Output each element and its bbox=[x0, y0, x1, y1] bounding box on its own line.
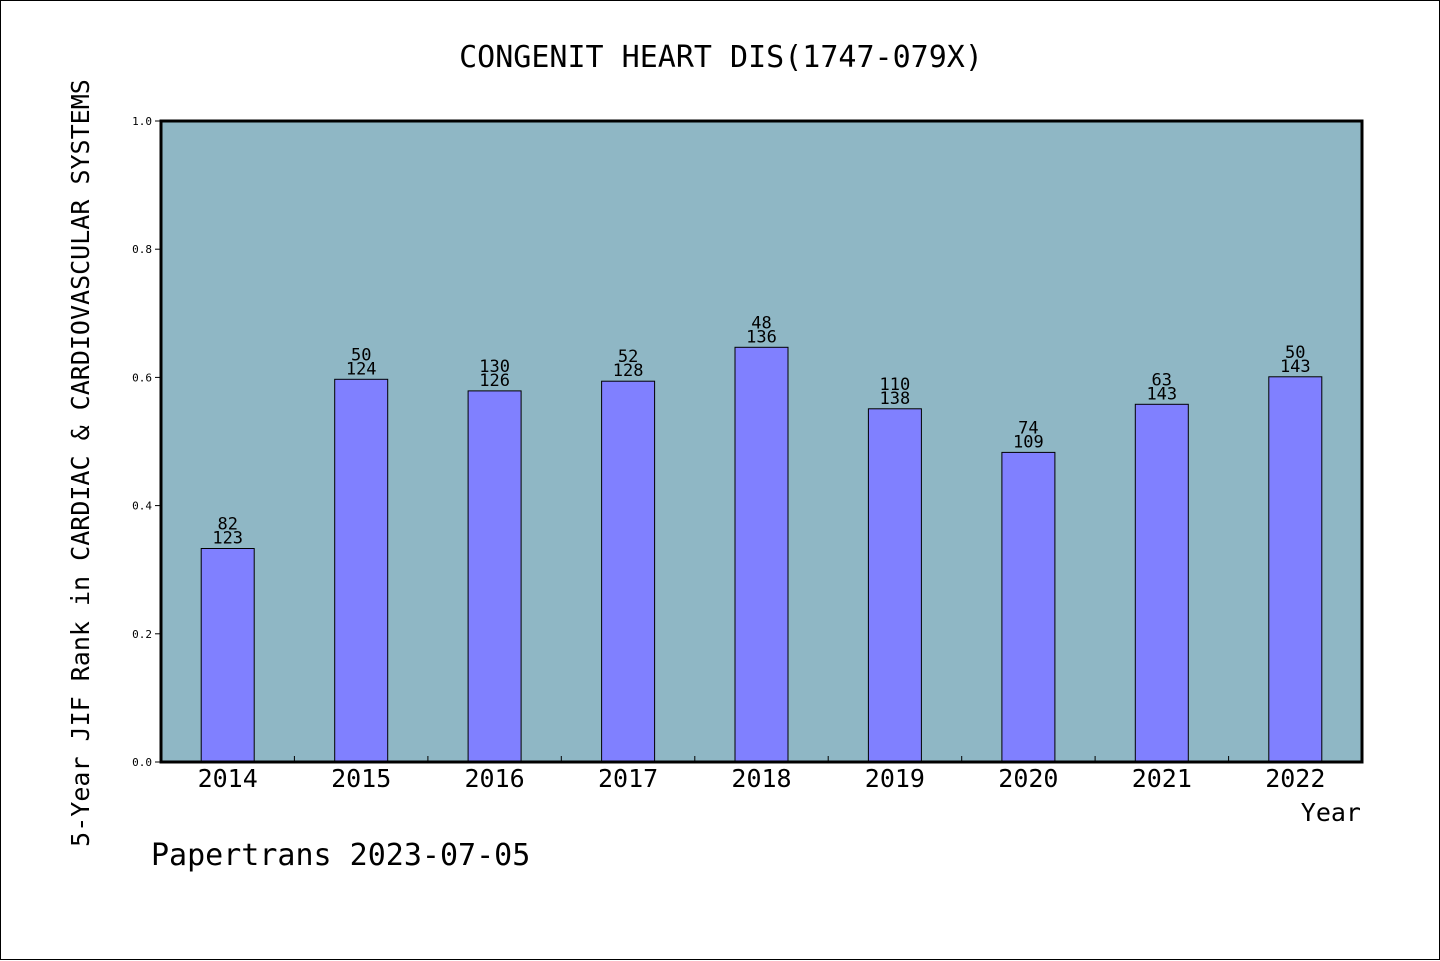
chart-title: CONGENIT HEART DIS(1747-079X) bbox=[459, 40, 983, 75]
x-tick-label-2020: 2020 bbox=[998, 764, 1058, 793]
bar-2022 bbox=[1268, 376, 1323, 763]
bar-2020 bbox=[1001, 451, 1056, 763]
bar-2014 bbox=[200, 548, 255, 763]
bar-2015 bbox=[334, 378, 389, 763]
x-tick-label-2021: 2021 bbox=[1132, 764, 1192, 793]
data-label-bottom-2019: 138 bbox=[880, 389, 911, 409]
x-tick-label-2018: 2018 bbox=[731, 764, 791, 793]
bar-2018 bbox=[734, 346, 789, 763]
data-label-top-2018: 48 bbox=[751, 313, 771, 333]
data-label-top-2022: 50 bbox=[1285, 343, 1305, 363]
data-label-top-2015: 50 bbox=[351, 345, 371, 365]
y-tick-label: 1.0 bbox=[132, 115, 152, 128]
data-label-bottom-2015: 124 bbox=[346, 359, 377, 379]
bar-2016 bbox=[467, 390, 522, 763]
data-label-bottom-2016: 126 bbox=[479, 371, 510, 391]
data-label-top-2014: 82 bbox=[217, 515, 237, 535]
x-tick-label-2017: 2017 bbox=[598, 764, 658, 793]
bar-2019 bbox=[867, 408, 922, 763]
data-label-top-2017: 52 bbox=[618, 347, 638, 367]
data-label-bottom-2022: 143 bbox=[1280, 357, 1311, 377]
data-label-top-2020: 74 bbox=[1018, 418, 1038, 438]
x-tick-label-2014: 2014 bbox=[198, 764, 258, 793]
x-tick-label-2019: 2019 bbox=[865, 764, 925, 793]
data-label-bottom-2017: 128 bbox=[613, 361, 644, 381]
x-axis: 2014 2015 2016 2017 2018 2019 2020 2021 2022 bbox=[198, 756, 1325, 793]
x-axis-label: Year bbox=[1301, 798, 1361, 827]
data-label-top-2016: 130 bbox=[479, 357, 510, 377]
data-label-top-2021: 63 bbox=[1152, 370, 1172, 390]
data-label-bottom-2021: 143 bbox=[1146, 384, 1177, 404]
footer-credit: Papertrans 2023-07-05 bbox=[151, 838, 530, 873]
y-tick-label: 0.0 bbox=[132, 756, 152, 769]
data-label-bottom-2020: 109 bbox=[1013, 432, 1044, 452]
y-axis-label: 5-Year JIF Rank in CARDIAC & CARDIOVASCU… bbox=[66, 79, 95, 847]
plot-frame bbox=[159, 119, 1364, 764]
bars-group bbox=[200, 346, 1323, 763]
y-axis: 0.0 0.2 0.4 0.6 0.8 1.0 bbox=[132, 115, 161, 769]
bar-2021 bbox=[1134, 403, 1189, 763]
x-tick-label-2016: 2016 bbox=[464, 764, 524, 793]
y-tick-label: 0.8 bbox=[132, 243, 152, 256]
data-label-bottom-2018: 136 bbox=[746, 327, 777, 347]
x-tick-label-2022: 2022 bbox=[1265, 764, 1325, 793]
y-tick-label: 0.6 bbox=[132, 371, 152, 384]
data-label-bottom-2014: 123 bbox=[212, 529, 243, 549]
data-label-top-2019: 110 bbox=[880, 375, 911, 395]
x-tick-label-2015: 2015 bbox=[331, 764, 391, 793]
y-tick-label: 0.4 bbox=[132, 500, 152, 513]
y-tick-label: 0.2 bbox=[132, 628, 152, 641]
bar-2017 bbox=[601, 380, 656, 763]
